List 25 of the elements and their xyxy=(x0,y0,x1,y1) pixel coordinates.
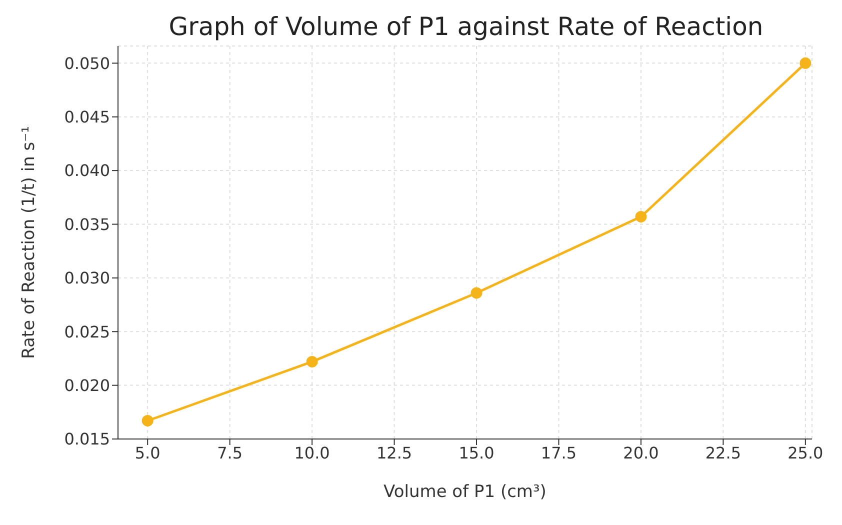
y-tick-label: 0.050 xyxy=(64,54,110,73)
point xyxy=(142,414,154,426)
x-tick-label: 20.0 xyxy=(623,443,659,462)
x-tick-label: 15.0 xyxy=(458,443,494,462)
point xyxy=(800,57,812,69)
y-tick-label: 0.015 xyxy=(64,430,110,449)
point xyxy=(470,287,482,299)
y-tick-label: 0.035 xyxy=(64,214,110,234)
y-tick-label: 0.025 xyxy=(64,322,110,342)
x-tick-label: 17.5 xyxy=(540,443,577,462)
y-tick-label: 0.045 xyxy=(64,108,110,127)
point xyxy=(306,356,318,368)
y-axis-title: Rate of Reaction (1/t) in s⁻¹ xyxy=(19,126,40,359)
x-tick-label: 10.0 xyxy=(294,443,330,462)
x-tick-label: 22.5 xyxy=(705,443,742,462)
x-tick-label: 12.5 xyxy=(376,443,412,462)
chart-title: Graph of Volume of P1 against Rate of Reaction xyxy=(168,12,764,41)
point xyxy=(635,210,647,222)
x-tick-label: 5.0 xyxy=(134,443,160,462)
y-tick-label: 0.030 xyxy=(64,268,110,288)
x-tick-label: 25.0 xyxy=(788,443,824,462)
x-axis-title: Volume of P1 (cm³) xyxy=(384,482,546,502)
y-tick-label: 0.040 xyxy=(64,161,110,180)
y-tick-label: 0.020 xyxy=(64,376,110,395)
x-tick-label: 7.5 xyxy=(217,443,243,462)
